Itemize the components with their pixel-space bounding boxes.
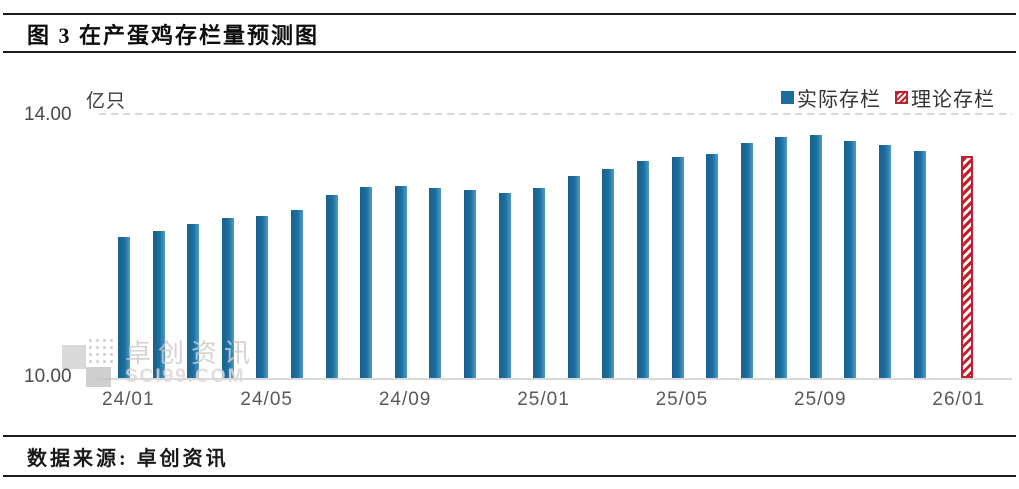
legend-item-theoretical: 理论存栏 — [895, 83, 995, 112]
watermark-logo-square-2 — [86, 367, 111, 387]
actual-bar-25/08 — [775, 137, 788, 378]
actual-bar-24/02 — [152, 231, 165, 378]
actual-bar-25/12 — [913, 151, 926, 378]
legend-item-actual: 实际存栏 — [781, 83, 881, 112]
bar-slot-25/04 — [630, 115, 665, 378]
actual-bar-24/04 — [221, 218, 234, 378]
data-source-label: 数据来源: 卓创资讯 — [27, 448, 229, 470]
bar-slot-26/01 — [941, 115, 976, 378]
x-tick-25/05: 25/05 — [655, 389, 709, 410]
title-bottom-rule — [3, 51, 1016, 53]
x-axis-line — [95, 378, 1012, 380]
x-tick-26/01: 26/01 — [932, 389, 985, 410]
actual-bar-25/02 — [567, 176, 580, 378]
actual-series-swatch-icon — [781, 91, 794, 104]
actual-bar-25/04 — [636, 161, 649, 378]
actual-bar-24/10 — [429, 188, 442, 378]
legend-label-actual: 实际存栏 — [797, 89, 881, 111]
bar-slot-24/03 — [180, 115, 215, 378]
x-tick-24/05: 24/05 — [240, 389, 293, 410]
y-axis-unit-label: 亿只 — [86, 91, 127, 112]
actual-bar-24/03 — [187, 224, 200, 378]
bar-slot-24/11 — [457, 115, 492, 378]
bar-slot-25/02 — [561, 115, 596, 378]
watermark-cn-text: 卓创资讯 — [125, 338, 258, 368]
actual-bar-24/07 — [325, 195, 338, 378]
bars-plot-area — [111, 115, 976, 378]
actual-bar-25/01 — [533, 188, 546, 378]
watermark-text: 卓创资讯 SCI99.COM — [125, 339, 257, 388]
actual-bar-24/06 — [290, 209, 303, 378]
bar-slot-25/01 — [526, 115, 561, 378]
actual-bar-25/05 — [671, 157, 684, 378]
actual-bar-24/11 — [463, 190, 476, 378]
bar-slot-25/08 — [768, 115, 803, 378]
bar-slot-25/10 — [837, 115, 872, 378]
watermark-logo-dots — [87, 337, 116, 366]
gridline-14 — [99, 113, 1012, 115]
actual-bar-25/11 — [879, 145, 892, 378]
chart-legend: 实际存栏 理论存栏 — [781, 83, 995, 112]
footer-bottom-rule — [3, 475, 1016, 477]
bar-slot-25/11 — [872, 115, 907, 378]
actual-bar-25/10 — [844, 140, 857, 378]
bar-slot-25/12 — [907, 115, 942, 378]
x-tick-24/09: 24/09 — [378, 389, 432, 410]
footer-top-rule — [3, 435, 1016, 437]
legend-label-theoretical: 理论存栏 — [911, 89, 995, 111]
bar-slot-24/10 — [422, 115, 457, 378]
bar-slot-24/02 — [146, 115, 181, 378]
actual-bar-25/03 — [602, 168, 615, 378]
watermark-en-text: SCI99.COM — [125, 366, 246, 387]
actual-bar-24/01 — [118, 237, 130, 378]
bar-slot-24/12 — [492, 115, 527, 378]
figure-title: 图 3 在产蛋鸡存栏量预测图 — [27, 23, 320, 48]
actual-bar-25/06 — [706, 153, 719, 378]
watermark-logo-icon — [57, 336, 116, 388]
bar-slot-24/01 — [111, 115, 146, 378]
x-tick-25/09: 25/09 — [794, 389, 847, 410]
bar-slot-25/07 — [734, 115, 769, 378]
theoretical-bar-26/01 — [961, 156, 974, 378]
x-tick-25/01: 25/01 — [517, 389, 570, 410]
figure-top-rule — [3, 13, 1016, 15]
bar-slot-25/09 — [803, 115, 838, 378]
x-axis-labels: 24/01 24/05 24/09 25/01 25/05 25/09 26/01 — [102, 389, 984, 413]
bar-slot-25/05 — [665, 115, 700, 378]
actual-bar-25/07 — [740, 142, 753, 378]
bar-slot-24/08 — [353, 115, 388, 378]
bar-slot-24/09 — [388, 115, 423, 378]
bar-slot-24/05 — [249, 115, 284, 378]
actual-bar-24/05 — [256, 216, 269, 378]
bar-slot-24/04 — [215, 115, 250, 378]
bar-slot-24/06 — [284, 115, 319, 378]
theoretical-series-swatch-icon — [895, 91, 908, 104]
actual-bar-24/12 — [498, 193, 511, 378]
bar-slot-25/06 — [699, 115, 734, 378]
bar-slot-24/07 — [319, 115, 354, 378]
bar-slot-25/03 — [595, 115, 630, 378]
actual-bar-24/09 — [394, 186, 407, 378]
watermark-logo-square-1 — [62, 345, 86, 369]
actual-bar-24/08 — [360, 187, 373, 378]
actual-bar-25/09 — [809, 134, 822, 378]
watermark: 卓创资讯 SCI99.COM — [57, 336, 257, 388]
y-tick-10: 10.00 — [24, 366, 72, 387]
y-tick-14: 14.00 — [24, 104, 72, 125]
x-tick-24/01: 24/01 — [102, 389, 155, 410]
